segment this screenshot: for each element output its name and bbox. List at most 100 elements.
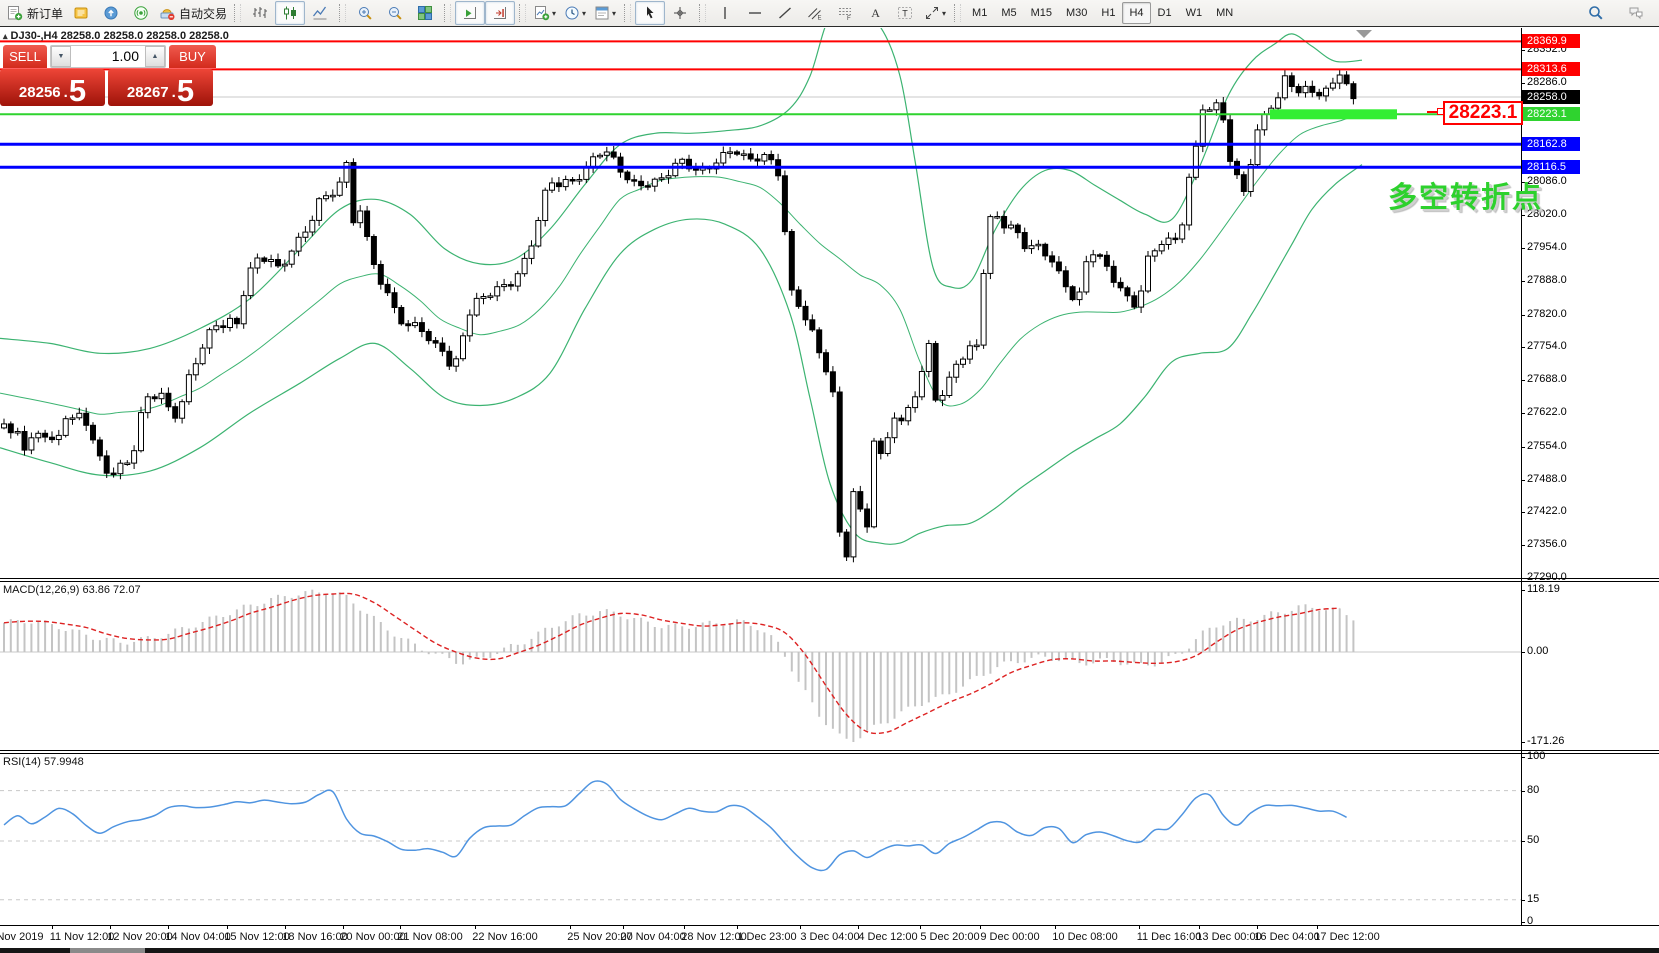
- cursor-button[interactable]: [635, 1, 666, 25]
- vertical-line-icon: [724, 7, 726, 19]
- macd-tick: [1521, 652, 1525, 653]
- date-tick: [858, 925, 859, 929]
- price-tick-label: 28020.0: [1527, 208, 1567, 220]
- toolbar-separator: [624, 4, 632, 22]
- price-tick: [1521, 215, 1525, 216]
- tile-windows-button[interactable]: [410, 1, 440, 25]
- auto-scroll-button[interactable]: [455, 1, 486, 25]
- date-tick: [800, 925, 801, 929]
- chat-button[interactable]: [1621, 1, 1651, 25]
- price-tick: [1521, 447, 1525, 448]
- history-center-button[interactable]: [66, 1, 96, 25]
- bar-chart-button[interactable]: [245, 1, 275, 25]
- bar-chart-icon: [253, 7, 268, 18]
- sell-price-pip: 5: [68, 73, 87, 108]
- pane-separator[interactable]: [0, 753, 1659, 754]
- date-label: 17 Dec 12:00: [1314, 931, 1380, 943]
- date-label: 20 Nov 00:00: [340, 931, 406, 943]
- chart-shift-button[interactable]: [485, 1, 516, 25]
- scrollbar-thumb[interactable]: [70, 948, 145, 953]
- label-t-icon: T: [898, 7, 913, 19]
- date-label: 18 Nov 16:00: [282, 931, 348, 943]
- timeframe-m30-button[interactable]: M30: [1066, 7, 1088, 19]
- zoom-in-button[interactable]: [350, 1, 380, 25]
- search-button[interactable]: [1581, 1, 1611, 25]
- arrows-icon: [926, 7, 939, 19]
- autotrading-button-label: 自动交易: [179, 6, 228, 21]
- template-icon: [595, 6, 609, 20]
- chart-shift-icon: [494, 7, 507, 19]
- collapse-panel-icon[interactable]: ▴: [3, 31, 8, 41]
- buy-button[interactable]: 28267. 5: [108, 69, 213, 106]
- text-a-icon: A: [871, 6, 880, 20]
- volume-decrease-button[interactable]: ▼: [51, 46, 71, 67]
- publisher-button[interactable]: [96, 1, 126, 25]
- turning-point-annotation[interactable]: 多空转折点: [1388, 182, 1544, 214]
- toolbar-separator: [699, 4, 707, 22]
- macd-pane[interactable]: [0, 582, 1521, 750]
- horizontal-line-button[interactable]: [740, 1, 770, 25]
- sell-button[interactable]: 28256. 5: [0, 69, 105, 106]
- toolbar-separator: [519, 4, 527, 22]
- label-button[interactable]: T: [890, 1, 920, 25]
- fibonacci-button[interactable]: F: [830, 1, 860, 25]
- fibonacci-icon: F: [839, 8, 852, 21]
- price-tick-label: 27688.0: [1527, 373, 1567, 385]
- buy-price-pip: 5: [176, 73, 195, 108]
- crosshair-button[interactable]: [665, 1, 695, 25]
- price-level-anchor[interactable]: [1437, 108, 1444, 115]
- arrows-button[interactable]: ▾: [920, 1, 950, 25]
- rsi-pane[interactable]: [0, 754, 1521, 925]
- rsi-tick: [1521, 900, 1525, 901]
- date-label: 11 Dec 16:00: [1136, 931, 1202, 943]
- text-button[interactable]: A: [860, 1, 890, 25]
- line-chart-button[interactable]: [305, 1, 335, 25]
- date-tick: [285, 925, 286, 929]
- macd-label: MACD(12,26,9) 63.86 72.07: [3, 584, 141, 596]
- sell-price-main: 28256: [18, 84, 61, 101]
- buy-price-main: 28267: [126, 84, 169, 101]
- date-label: 3 Dec 04:00: [800, 931, 860, 943]
- timeframe-mn-button[interactable]: MN: [1216, 7, 1234, 19]
- price-tick: [1521, 480, 1525, 481]
- date-label: 9 Dec 00:00: [980, 931, 1040, 943]
- signals-button[interactable]: [126, 1, 156, 25]
- autotrading-button[interactable]: 自动交易: [156, 1, 230, 25]
- macd-tick-label: 118.19: [1527, 583, 1560, 595]
- svg-text:A: A: [871, 6, 880, 20]
- timeframe-h1-button[interactable]: H1: [1101, 7, 1116, 19]
- periods-button[interactable]: ▾: [560, 1, 590, 25]
- timeframe-d1-button[interactable]: D1: [1157, 7, 1172, 19]
- trendline-button[interactable]: [770, 1, 800, 25]
- price-level-label[interactable]: 28223.1: [1443, 101, 1523, 125]
- search-icon: [1589, 6, 1603, 20]
- timeframe-m1-button[interactable]: M1: [972, 7, 988, 19]
- main-price-chart[interactable]: [0, 28, 1521, 578]
- price-tick-label: 27356.0: [1527, 538, 1567, 550]
- volume-increase-button[interactable]: ▲: [145, 46, 165, 67]
- dropdown-caret-icon: ▾: [582, 8, 587, 18]
- chart-title-text: DJ30-,H4 28258.0 28258.0 28258.0 28258.0: [10, 30, 229, 42]
- chart-window[interactable]: ▴ DJ30-,H4 28258.0 28258.0 28258.0 28258.…: [0, 28, 1659, 953]
- toolbar-separator: [954, 4, 962, 22]
- candlestick-chart-button[interactable]: [275, 1, 306, 25]
- pane-separator[interactable]: [0, 578, 1659, 579]
- channel-button[interactable]: E: [800, 1, 830, 25]
- timeframe-h4-button[interactable]: H4: [1122, 2, 1151, 24]
- timeframe-w1-button[interactable]: W1: [1185, 7, 1203, 19]
- pane-separator[interactable]: [0, 581, 1659, 582]
- buy-tab[interactable]: BUY: [169, 45, 216, 68]
- macd-tick-label: 0.00: [1527, 645, 1549, 657]
- templates-button[interactable]: ▾: [590, 1, 620, 25]
- pane-separator[interactable]: [0, 750, 1659, 751]
- timeframe-m5-button[interactable]: M5: [1001, 7, 1017, 19]
- indicators-button[interactable]: ▾: [530, 1, 560, 25]
- new-order-button[interactable]: 新订单: [4, 1, 66, 25]
- zoom-out-button[interactable]: [380, 1, 410, 25]
- volume-input[interactable]: 1.00: [111, 48, 139, 64]
- sell-tab[interactable]: SELL: [3, 45, 47, 68]
- vertical-line-button[interactable]: [710, 1, 740, 25]
- date-label: 22 Nov 16:00: [472, 931, 538, 943]
- svg-text:F: F: [847, 16, 851, 21]
- timeframe-m15-button[interactable]: M15: [1030, 7, 1052, 19]
